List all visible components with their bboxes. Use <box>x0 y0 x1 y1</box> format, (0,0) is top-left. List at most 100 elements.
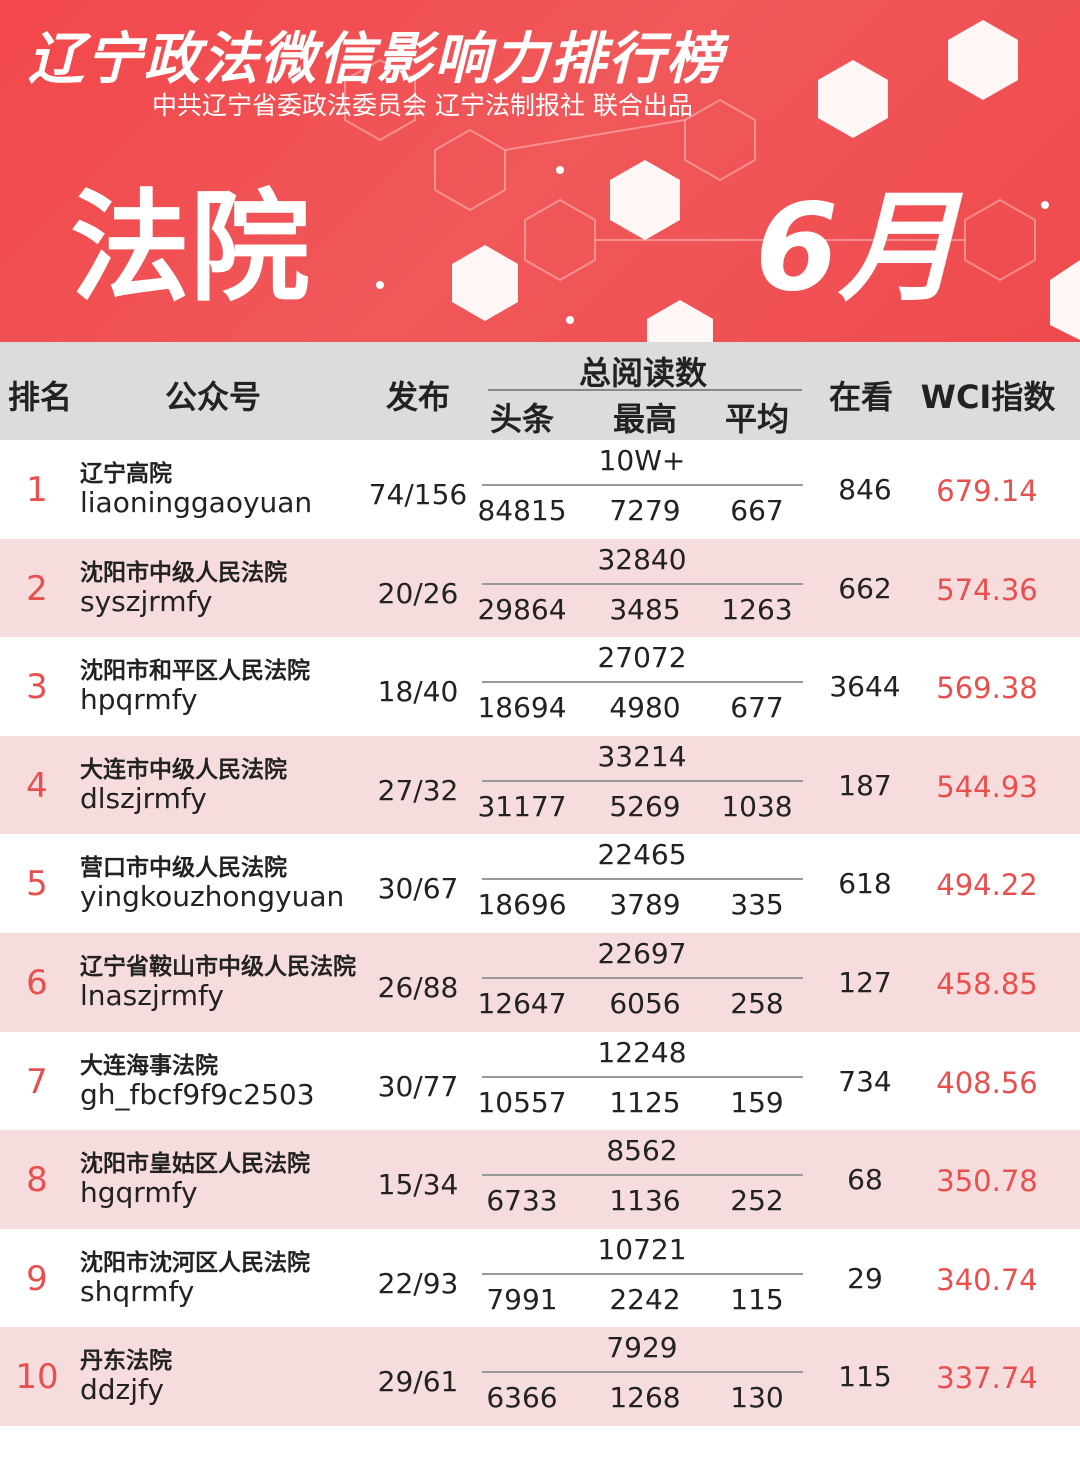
account-id: hgqrmfy <box>80 1176 198 1210</box>
publish: 15/34 <box>377 1168 459 1202</box>
max-reads: 1268 <box>609 1381 681 1415</box>
divider <box>488 389 802 391</box>
divider <box>482 582 803 585</box>
max-reads: 3789 <box>609 888 681 922</box>
average-reads: 159 <box>730 1085 784 1119</box>
max-reads: 5269 <box>609 789 681 823</box>
table-row: 2 沈阳市中级人民法院 syszjrmfy 20/26 32840 29864 3485 12… <box>0 538 1080 638</box>
account-id: yingkouzhongyuan <box>80 880 345 914</box>
headline-reads: 18696 <box>477 888 567 922</box>
average-reads: 667 <box>730 494 784 527</box>
rank: 7 <box>26 1061 48 1102</box>
wci: 569.38 <box>936 671 1038 706</box>
wci: 408.56 <box>936 1065 1038 1100</box>
column-header: WCI指数 <box>920 378 1056 416</box>
max-reads: 1125 <box>609 1085 681 1119</box>
account-name: 营口市中级人民法院 <box>80 855 287 882</box>
divider <box>482 484 803 486</box>
looking: 127 <box>838 966 892 999</box>
wci: 458.85 <box>936 967 1038 1001</box>
title: 辽宁政法微信影响力排行榜 <box>28 27 724 92</box>
column-header: 总阅读数 <box>578 354 708 392</box>
column-header: 在看 <box>828 378 894 416</box>
publish: 22/93 <box>377 1266 459 1300</box>
max-reads: 7279 <box>609 494 681 527</box>
looking: 3644 <box>829 670 901 704</box>
max-reads: 4980 <box>609 691 681 725</box>
publish: 30/67 <box>377 872 459 906</box>
headline-reads: 18694 <box>477 691 567 725</box>
table-row: 4 大连市中级人民法院 dlszjrmfy 27/32 33214 31177 5269 10… <box>0 735 1080 835</box>
column-header: 最高 <box>612 400 678 438</box>
account-name: 大连海事法院 <box>80 1052 218 1079</box>
looking: 29 <box>847 1261 883 1295</box>
publish: 30/77 <box>377 1069 459 1103</box>
average-reads: 677 <box>730 691 784 725</box>
total-reads: 22697 <box>597 937 687 970</box>
publish: 26/88 <box>377 971 459 1004</box>
account-name: 辽宁高院 <box>80 461 172 487</box>
rank: 9 <box>26 1258 48 1299</box>
total-reads: 32840 <box>597 542 687 576</box>
total-reads: 10721 <box>597 1232 687 1266</box>
average-reads: 130 <box>730 1381 784 1415</box>
headline-reads: 6733 <box>486 1184 558 1218</box>
rank: 2 <box>26 568 48 609</box>
account-name: 沈阳市沈河区人民法院 <box>80 1249 310 1276</box>
column-header: 发布 <box>385 378 451 416</box>
looking: 662 <box>838 571 892 605</box>
divider <box>482 1371 803 1374</box>
account-id: ddzjfy <box>80 1373 164 1407</box>
table-row: 10 丹东法院 ddzjfy 29/61 7929 6366 1268 130 115 337.7… <box>0 1327 1080 1426</box>
looking: 68 <box>847 1163 883 1197</box>
subtitle: 中共辽宁省委政法委员会 辽宁法制报社 联合出品 <box>152 91 693 120</box>
table-row: 9 沈阳市沈河区人民法院 shqrmfy 22/93 10721 7991 2242 115 2… <box>0 1228 1080 1328</box>
looking: 618 <box>838 867 892 901</box>
account-name: 辽宁省鞍山市中级人民法院 <box>80 954 356 980</box>
headline-reads: 10557 <box>477 1085 567 1119</box>
account-id: liaoninggaoyuan <box>80 486 313 519</box>
max-reads: 1136 <box>609 1184 681 1218</box>
average-reads: 1038 <box>721 789 793 823</box>
headline-reads: 29864 <box>477 592 567 626</box>
account-name: 沈阳市中级人民法院 <box>80 559 287 586</box>
table-row: 8 沈阳市皇姑区人民法院 hgqrmfy 15/34 8562 6733 1136 252 68… <box>0 1130 1080 1229</box>
wci: 574.36 <box>936 572 1038 607</box>
headline-reads: 7991 <box>486 1282 558 1316</box>
column-header: 平均 <box>724 400 790 438</box>
rank: 4 <box>26 765 48 806</box>
rank: 5 <box>26 864 48 905</box>
publish: 20/26 <box>377 576 459 610</box>
account-id: hpqrmfy <box>80 683 198 717</box>
publish: 74/156 <box>368 478 468 511</box>
divider <box>482 1272 803 1275</box>
table-row: 1 辽宁高院 liaoninggaoyuan 74/156 10W+ 84815 7279 6… <box>0 440 1080 539</box>
divider <box>482 1174 803 1177</box>
wci: 337.74 <box>936 1361 1038 1396</box>
divider <box>482 779 803 782</box>
wci: 350.78 <box>936 1164 1038 1199</box>
wci: 494.22 <box>936 868 1038 903</box>
wci: 340.74 <box>936 1262 1038 1297</box>
account-id: dlszjrmfy <box>80 781 207 815</box>
category: 法院 <box>70 179 310 318</box>
max-reads: 2242 <box>609 1282 681 1316</box>
table-row: 5 营口市中级人民法院 yingkouzhongyuan 30/67 22465 1869… <box>0 834 1080 933</box>
divider <box>482 977 803 979</box>
publish: 18/40 <box>377 675 459 709</box>
total-reads: 7929 <box>606 1331 678 1365</box>
divider <box>482 1075 803 1078</box>
total-reads: 12248 <box>597 1035 687 1069</box>
publish: 27/32 <box>377 773 459 807</box>
table-row: 3 沈阳市和平区人民法院 hpqrmfy 18/40 27072 18694 4980 677… <box>0 637 1080 736</box>
column-header: 公众号 <box>164 378 262 416</box>
account-name: 丹东法院 <box>80 1348 172 1375</box>
column-header: 头条 <box>489 400 555 438</box>
divider <box>482 681 803 684</box>
account-id: gh_fbcf9f9c2503 <box>80 1077 315 1111</box>
max-reads: 6056 <box>609 987 681 1020</box>
total-reads: 8562 <box>606 1134 678 1168</box>
account-id: shqrmfy <box>80 1274 195 1308</box>
account-id: lnaszjrmfy <box>80 979 224 1012</box>
